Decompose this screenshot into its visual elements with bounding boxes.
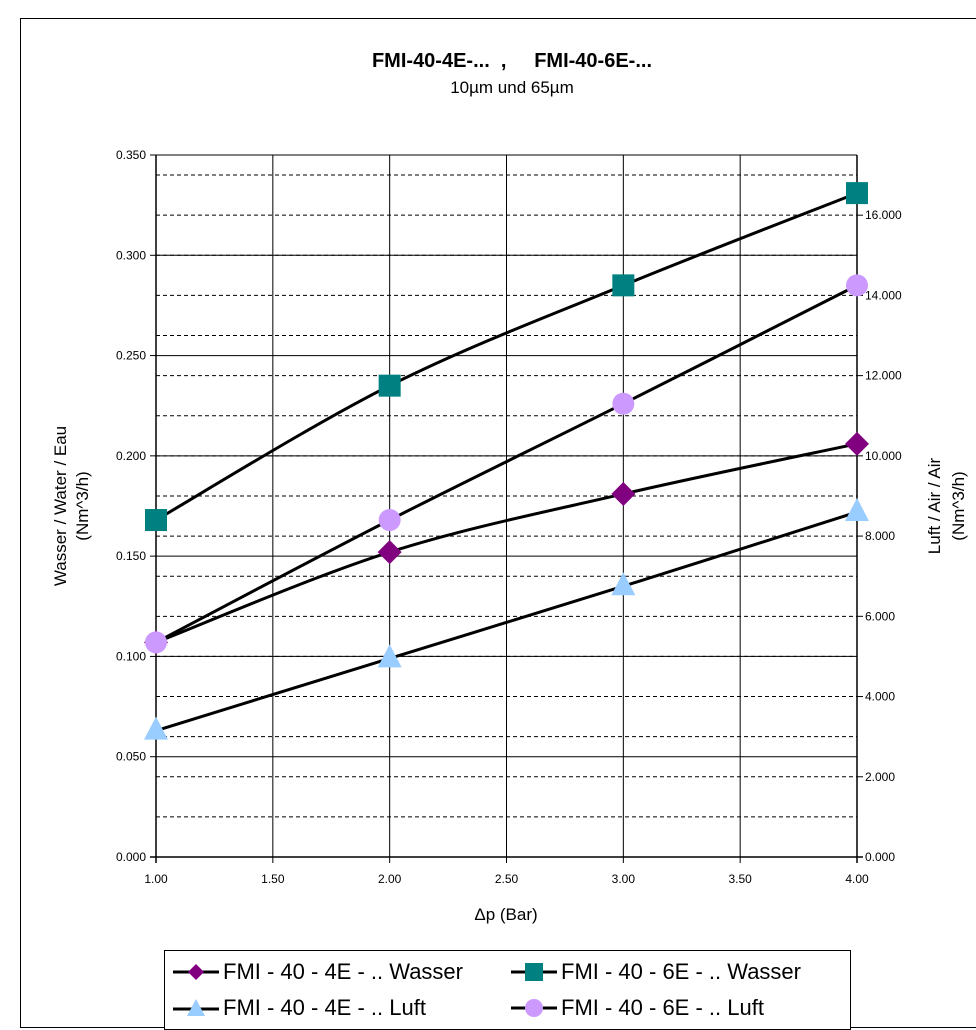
legend: FMI - 40 - 4E - .. Wasser FMI - 40 - 6E … xyxy=(164,950,851,1030)
grid xyxy=(155,154,858,858)
x-tick-label: 2.00 xyxy=(378,872,402,886)
tick-labels: 0.000 0.050 0.100 0.150 0.200 0.250 0.300 0.350… xyxy=(116,148,902,886)
y2-axis-label: Luft / Air / Air xyxy=(925,457,944,554)
square-marker xyxy=(378,374,401,397)
square-marker xyxy=(145,509,167,532)
square-marker xyxy=(846,182,868,205)
x-tick-label: 3.50 xyxy=(728,872,752,886)
x-axis-label: Δp (Bar) xyxy=(474,905,537,924)
y-tick-label: 0.100 xyxy=(116,649,146,663)
y2-tick-label: 4.000 xyxy=(865,690,895,704)
series-line xyxy=(155,510,858,733)
square-marker xyxy=(612,274,635,297)
triangle-marker xyxy=(611,572,636,596)
y2-tick-label: 6.000 xyxy=(865,609,895,623)
y2-tick-label: 10.000 xyxy=(865,449,902,463)
y-tick-label: 0.200 xyxy=(116,449,146,463)
y-axis-label: Wasser / Water / Eau xyxy=(51,426,70,586)
y2-tick-label: 0.000 xyxy=(865,850,895,864)
chart-title: FMI-40-4E-... , FMI-40-6E-... xyxy=(372,50,652,72)
legend-label: FMI - 40 - 4E - .. Wasser xyxy=(223,959,463,984)
y2-tick-label: 8.000 xyxy=(865,529,895,543)
legend-item: FMI - 40 - 6E - .. Wasser xyxy=(511,955,801,989)
legend-item: FMI - 40 - 6E - .. Luft xyxy=(511,991,764,1025)
x-tick-label: 4.00 xyxy=(845,872,869,886)
circle-marker xyxy=(612,392,635,415)
diamond-marker xyxy=(845,431,869,456)
y2-tick-label: 14.000 xyxy=(865,288,902,302)
series-line xyxy=(155,442,858,644)
y-tick-label: 0.350 xyxy=(116,148,146,162)
legend-item: FMI - 40 - 4E - .. Luft xyxy=(173,991,426,1025)
chart-subtitle: 10µm und 65µm xyxy=(450,78,574,97)
y2-tick-label: 16.000 xyxy=(865,208,902,222)
x-tick-label: 2.50 xyxy=(495,872,519,886)
y-tick-label: 0.000 xyxy=(116,850,146,864)
y2-axis-unit: (Nm^3/h) xyxy=(949,471,968,540)
diamond-marker-icon xyxy=(173,964,219,980)
y2-tick-label: 2.000 xyxy=(865,770,895,784)
y-tick-label: 0.250 xyxy=(116,349,146,363)
x-tick-label: 3.00 xyxy=(612,872,636,886)
diamond-marker xyxy=(611,481,636,506)
triangle-marker xyxy=(845,498,869,522)
legend-item: FMI - 40 - 4E - .. Wasser xyxy=(173,955,463,989)
x-tick-label: 1.00 xyxy=(144,872,168,886)
diamond-marker xyxy=(377,540,402,565)
x-tick-label: 1.50 xyxy=(261,872,285,886)
legend-label: FMI - 40 - 4E - .. Luft xyxy=(223,995,426,1020)
series-line xyxy=(155,284,858,644)
circle-marker xyxy=(378,509,401,532)
circle-marker xyxy=(145,631,167,654)
triangle-marker xyxy=(377,644,402,668)
square-marker-icon xyxy=(511,963,557,981)
triangle-marker xyxy=(144,716,168,740)
y-axis-unit: (Nm^3/h) xyxy=(73,471,92,540)
y-tick-label: 0.300 xyxy=(116,248,146,262)
circle-marker-icon xyxy=(511,999,557,1017)
legend-label: FMI - 40 - 6E - .. Wasser xyxy=(561,959,801,984)
y-tick-label: 0.150 xyxy=(116,549,146,563)
y2-tick-label: 12.000 xyxy=(865,369,902,383)
y-tick-label: 0.050 xyxy=(116,750,146,764)
series-layer xyxy=(144,182,869,740)
series-line xyxy=(155,191,858,522)
triangle-marker-icon xyxy=(173,999,219,1016)
legend-label: FMI - 40 - 6E - .. Luft xyxy=(561,995,764,1020)
circle-marker xyxy=(846,274,868,297)
